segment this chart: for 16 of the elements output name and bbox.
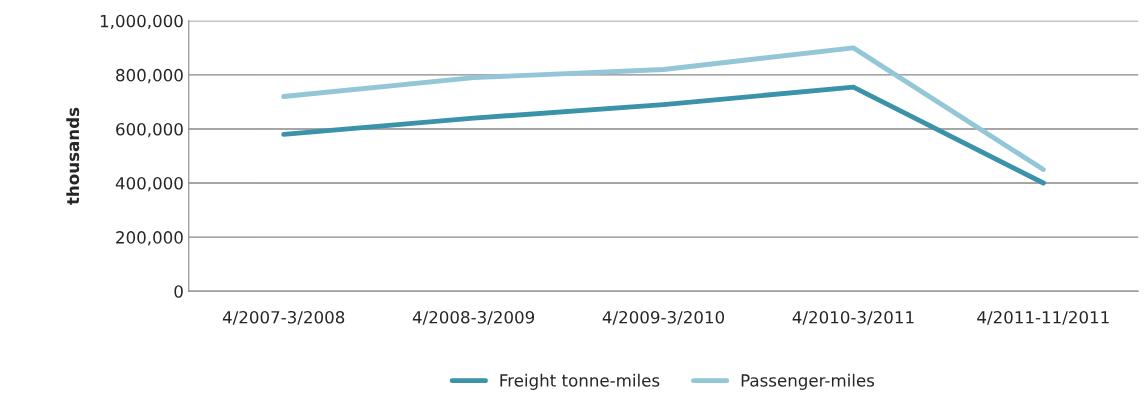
line-series — [281, 84, 1046, 186]
x-tick-label: 4/2011-11/2011 — [977, 310, 1109, 325]
x-tick-label: 4/2007-3/2008 — [222, 310, 345, 325]
y-tick-label: 1,000,000 — [100, 14, 183, 30]
y-tick-label: 800,000 — [116, 68, 183, 84]
x-tick-label: 4/2010-3/2011 — [792, 310, 914, 325]
y-tick-label: 600,000 — [116, 122, 183, 138]
x-tick-label: 4/2008-3/2009 — [412, 310, 535, 325]
line-series — [281, 45, 1046, 172]
y-tick-label: 400,000 — [115, 177, 183, 192]
y-axis-title: thousands — [66, 107, 80, 205]
y-tick-label: 0 — [174, 285, 183, 298]
legend-label: Passenger-miles — [741, 373, 875, 390]
x-tick-label: 4/2009-3/2010 — [602, 310, 725, 325]
y-tick-label: 200,000 — [116, 231, 183, 246]
legend-label: Freight tonne-miles — [500, 373, 660, 390]
